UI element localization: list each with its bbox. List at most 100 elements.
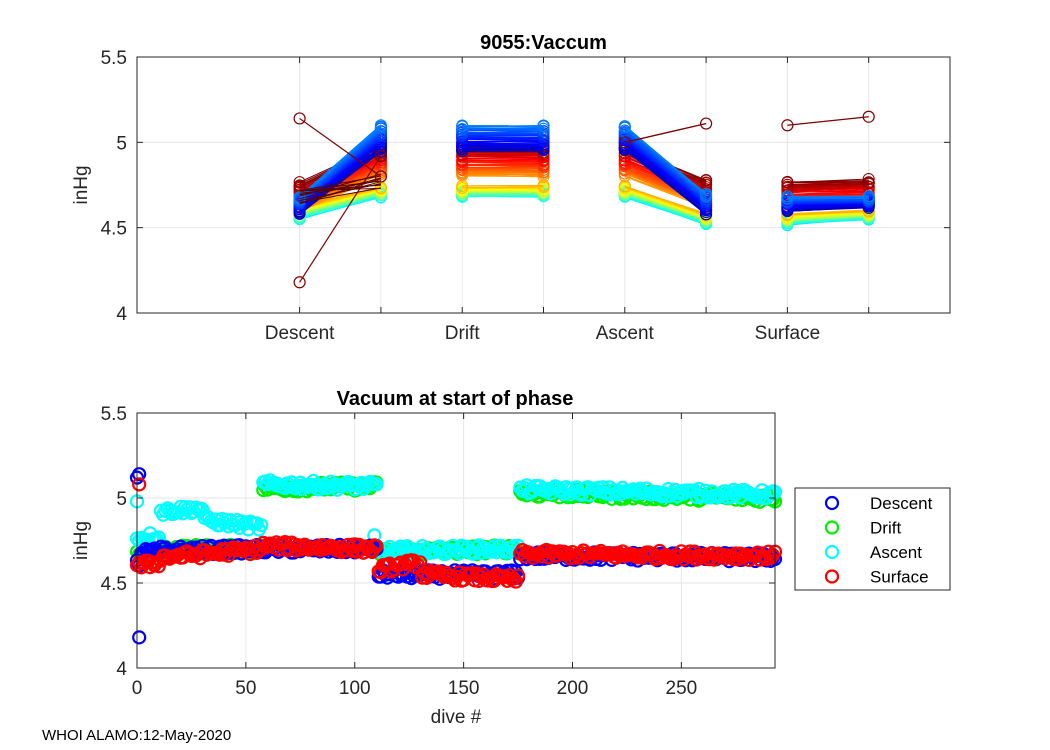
top-outlier-marker: [699, 117, 713, 130]
bottom-point-surface: [360, 540, 375, 555]
bottom-point-ascent: [569, 480, 584, 495]
top-dark-line: [299, 180, 381, 192]
bottom-point-surface: [284, 535, 299, 550]
top-series-line: [624, 193, 707, 222]
top-series-marker: [456, 126, 469, 139]
top-ytick-label: 4: [116, 304, 127, 325]
top-series-line: [462, 136, 544, 139]
top-ytick-label: 5: [116, 133, 127, 154]
top-series-line: [624, 196, 707, 225]
bottom-series: [129, 467, 783, 645]
top-series-line: [787, 182, 869, 186]
top-outlier-line: [624, 122, 707, 143]
top-series-line: [787, 212, 869, 219]
bottom-ytick-label: 4.5: [101, 574, 127, 595]
top-series-line: [299, 148, 382, 214]
top-series-line: [624, 147, 707, 214]
legend-marker-descent: [824, 495, 840, 511]
top-dark-line: [299, 177, 382, 200]
top-series-marker: [456, 119, 469, 132]
top-series-line: [787, 192, 869, 197]
bottom-point-surface: [406, 553, 421, 568]
top-category-label: Descent: [265, 323, 335, 344]
top-series-marker: [618, 120, 631, 133]
top-outlier-marker: [862, 110, 875, 123]
top-outlier-marker: [374, 149, 387, 163]
top-chart-title: 9055:Vaccum: [480, 32, 607, 54]
top-series-line: [787, 204, 869, 209]
top-series-line: [462, 185, 544, 189]
legend: Descent Drift Ascent Surface: [794, 487, 951, 591]
bottom-point-surface: [510, 568, 526, 583]
bottom-xtick-label: 150: [448, 678, 480, 699]
top-series-line: [462, 172, 544, 175]
bottom-xtick-label: 250: [666, 678, 698, 699]
top-series-line: [624, 144, 707, 211]
top-dark-line: [299, 175, 381, 192]
top-series-line: [787, 180, 869, 184]
top-series-line: [787, 209, 869, 215]
top-series-marker: [700, 174, 713, 187]
bottom-xtick-label: 200: [557, 678, 589, 699]
top-ytick-label: 5.5: [101, 48, 127, 69]
legend-marker-surface: [824, 569, 840, 584]
chart-bottom: 4 4.5 5 5.5 0 50 100 150 200 250 Vacuum at start o…: [71, 388, 951, 728]
top-outlier-marker: [374, 170, 387, 183]
top-series-line: [787, 216, 869, 222]
top-series: [293, 110, 875, 289]
top-outlier-marker: [293, 276, 306, 289]
bottom-point-ascent: [369, 477, 384, 492]
bottom-ylabel: inHg: [71, 521, 92, 560]
top-category-label: Ascent: [596, 323, 655, 344]
top-series-line: [462, 138, 544, 142]
top-series-marker: [862, 190, 875, 203]
top-series-marker: [537, 158, 550, 171]
top-category-label: Surface: [755, 323, 820, 344]
top-series-line: [299, 176, 382, 211]
bottom-ytick-label: 5: [116, 489, 127, 510]
top-series-line: [787, 183, 869, 187]
bottom-xlabel: dive #: [431, 707, 482, 728]
top-outlier-marker: [293, 112, 306, 125]
legend-marker-drift: [824, 520, 840, 535]
top-ytick-label: 4.5: [101, 219, 127, 240]
top-series-line: [299, 149, 382, 215]
top-category-label: Drift: [445, 323, 481, 344]
bottom-chart-title: Vacuum at start of phase: [337, 388, 574, 410]
top-dark-line: [299, 187, 381, 192]
top-series-line: [299, 124, 382, 199]
top-series-marker: [862, 172, 875, 185]
legend-label-descent: Descent: [870, 494, 933, 513]
top-series-marker: [700, 187, 713, 200]
top-series-line: [624, 141, 707, 208]
bottom-point-ascent: [691, 481, 706, 497]
top-outlier-line: [299, 155, 382, 283]
top-series-line: [787, 190, 869, 193]
top-series-line: [299, 124, 382, 197]
bottom-point-ascent: [254, 517, 269, 533]
top-series-line: [299, 194, 382, 218]
top-series-marker: [374, 119, 387, 132]
top-series-marker: [537, 119, 550, 132]
top-series-line: [624, 185, 707, 216]
top-series-line: [299, 192, 382, 215]
bottom-ytick-label: 4: [116, 659, 127, 680]
top-outlier-line: [787, 116, 869, 126]
chart-top: 4 4.5 5 5.5 Descent Drift Ascent Surface 9055:Va…: [71, 32, 951, 344]
top-series-marker: [456, 179, 469, 192]
top-ylabel: inHg: [71, 165, 92, 204]
bottom-xtick-label: 50: [235, 678, 256, 699]
top-series-line: [624, 143, 707, 209]
top-series-marker: [293, 176, 306, 189]
bottom-xtick-label: 0: [132, 678, 143, 699]
top-outlier-line: [299, 117, 382, 177]
top-series-marker: [862, 176, 875, 189]
bottom-point-descent: [132, 630, 147, 645]
legend-label-drift: Drift: [870, 519, 901, 538]
legend-label-surface: Surface: [870, 568, 929, 587]
top-series-line: [624, 125, 707, 195]
legend-label-ascent: Ascent: [870, 543, 922, 562]
top-dark-line: [299, 184, 381, 194]
legend-box: [794, 487, 951, 591]
